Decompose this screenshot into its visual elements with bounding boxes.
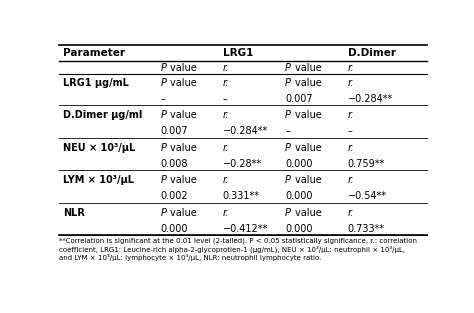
Text: value: value xyxy=(293,143,322,153)
Text: P: P xyxy=(285,78,291,88)
Text: r.: r. xyxy=(223,110,229,120)
Text: P: P xyxy=(285,63,291,73)
Text: value: value xyxy=(293,78,322,88)
Text: r.: r. xyxy=(223,175,229,185)
Text: 0.000: 0.000 xyxy=(285,159,313,169)
Text: P: P xyxy=(285,175,291,185)
Text: 0.759**: 0.759** xyxy=(347,159,385,169)
Text: value: value xyxy=(168,175,197,185)
Text: P: P xyxy=(285,208,291,218)
Text: r.: r. xyxy=(223,208,229,218)
Text: –: – xyxy=(285,126,290,136)
Text: P: P xyxy=(160,208,166,218)
Text: P: P xyxy=(160,110,166,120)
Text: 0.000: 0.000 xyxy=(160,224,188,234)
Text: r.: r. xyxy=(223,63,229,73)
Text: D.Dimer μg/ml: D.Dimer μg/ml xyxy=(63,110,142,120)
Text: 0.000: 0.000 xyxy=(285,192,313,202)
Text: NEU × 10³/μL: NEU × 10³/μL xyxy=(63,143,135,153)
Text: P: P xyxy=(160,63,166,73)
Text: r.: r. xyxy=(347,208,354,218)
Text: value: value xyxy=(293,110,322,120)
Text: value: value xyxy=(168,208,197,218)
Text: 0.000: 0.000 xyxy=(285,224,313,234)
Text: 0.008: 0.008 xyxy=(160,159,188,169)
Text: LRG1: LRG1 xyxy=(223,48,253,58)
Text: r.: r. xyxy=(223,143,229,153)
Text: P: P xyxy=(285,143,291,153)
Text: value: value xyxy=(168,63,197,73)
Text: D.Dimer: D.Dimer xyxy=(347,48,396,58)
Text: value: value xyxy=(168,143,197,153)
Text: −0.284**: −0.284** xyxy=(223,126,268,136)
Text: **Correlation is significant at the 0.01 level (2-tailed). P < 0.05 statisticall: **Correlation is significant at the 0.01… xyxy=(59,238,417,261)
Text: LRG1 μg/mL: LRG1 μg/mL xyxy=(63,78,129,88)
Text: value: value xyxy=(168,110,197,120)
Text: P: P xyxy=(285,110,291,120)
Text: LYM × 10³/μL: LYM × 10³/μL xyxy=(63,175,134,185)
Text: −0.28**: −0.28** xyxy=(223,159,262,169)
Text: 0.007: 0.007 xyxy=(285,94,313,104)
Text: P: P xyxy=(160,78,166,88)
Text: −0.284**: −0.284** xyxy=(347,94,393,104)
Text: value: value xyxy=(293,208,322,218)
Text: value: value xyxy=(293,175,322,185)
Text: r.: r. xyxy=(347,175,354,185)
Text: value: value xyxy=(168,78,197,88)
Text: r.: r. xyxy=(223,78,229,88)
Text: NLR: NLR xyxy=(63,208,85,218)
Text: r.: r. xyxy=(347,78,354,88)
Text: 0.002: 0.002 xyxy=(160,192,188,202)
Text: r.: r. xyxy=(347,63,354,73)
Text: value: value xyxy=(293,63,322,73)
Text: –: – xyxy=(223,94,228,104)
Text: r.: r. xyxy=(347,110,354,120)
Text: 0.733**: 0.733** xyxy=(347,224,385,234)
Text: 0.007: 0.007 xyxy=(160,126,188,136)
Text: Parameter: Parameter xyxy=(63,48,125,58)
Text: P: P xyxy=(160,175,166,185)
Text: –: – xyxy=(160,94,165,104)
Text: 0.331**: 0.331** xyxy=(223,192,260,202)
Text: P: P xyxy=(160,143,166,153)
Text: –: – xyxy=(347,126,353,136)
Text: −0.412**: −0.412** xyxy=(223,224,268,234)
Text: −0.54**: −0.54** xyxy=(347,192,387,202)
Text: r.: r. xyxy=(347,143,354,153)
